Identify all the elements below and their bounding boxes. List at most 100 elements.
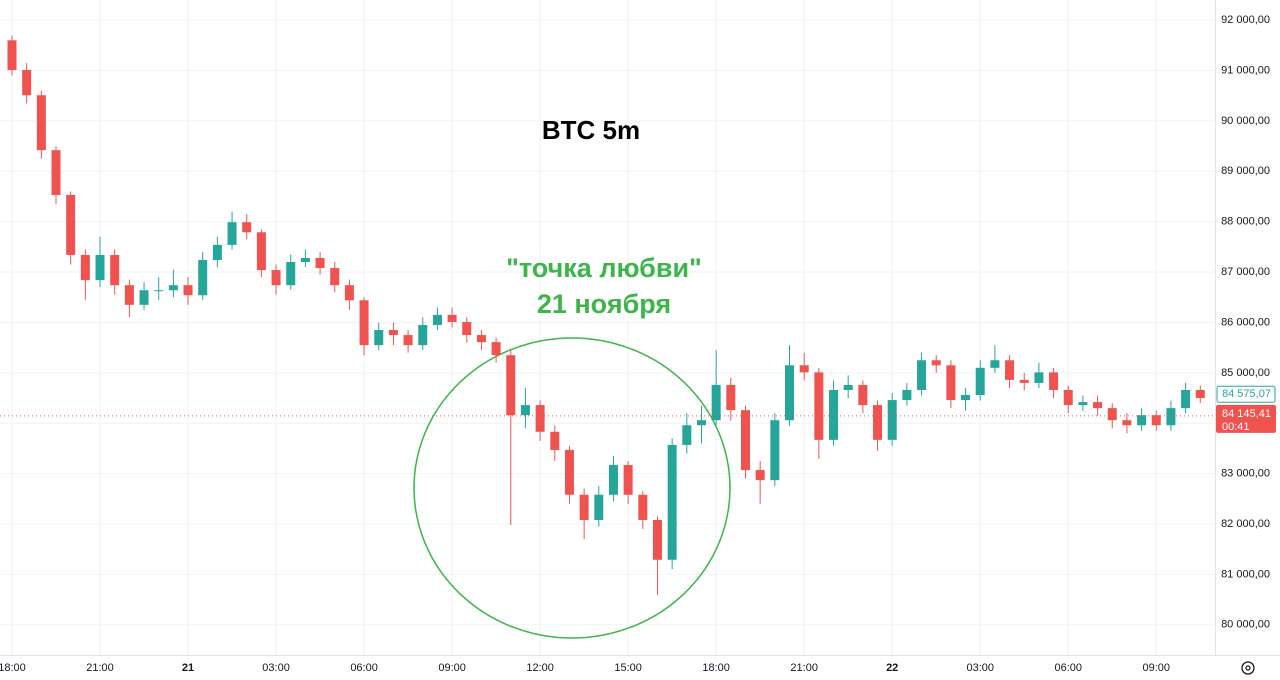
candle-body [770,420,780,481]
x-tick-label: 22 [886,662,898,674]
candle-body [843,384,853,390]
candle-body [1122,420,1132,426]
candle-body [711,384,721,421]
x-tick-label: 21:00 [86,662,114,674]
candle-body [1019,379,1029,383]
candle-body [667,444,677,560]
y-tick-label: 92 000,00 [1221,14,1270,26]
settings-gear[interactable] [1241,661,1255,675]
y-tick-label: 87 000,00 [1221,266,1270,278]
candle-body [271,270,281,286]
candle-body [682,425,692,445]
candle-body [931,360,941,366]
x-tick-label: 06:00 [1054,662,1082,674]
countdown-label: 00:41 [1222,421,1250,433]
candle-body [579,494,589,520]
candle-body [1107,408,1117,421]
candle-body [1195,389,1205,399]
candle-body [198,259,208,296]
candle-body [814,372,824,440]
settings-icon[interactable] [1241,661,1255,675]
y-tick-label: 89 000,00 [1221,165,1270,177]
candle-body [755,470,765,481]
candle-body [799,365,809,373]
candle-body [227,222,237,245]
candle-body [447,314,457,322]
x-tick-label: 09:00 [1142,662,1170,674]
x-tick-label: 03:00 [966,662,994,674]
candle-body [506,355,516,416]
candle-body [1093,402,1103,409]
highlight-circle [413,337,731,639]
candle-body [403,335,413,346]
candle-body [726,384,736,411]
candle-body [388,330,398,336]
candle-body [51,150,61,195]
x-tick-label: 21:00 [790,662,818,674]
x-tick-label: 03:00 [262,662,290,674]
candle-body [608,465,618,495]
marker-box [1216,385,1276,403]
annotation-text: "точка любви" [506,253,702,283]
candle-body [623,465,633,495]
candle-body [917,360,927,390]
x-tick-label: 21 [182,662,194,674]
candle-body [887,400,897,440]
candle-body [1005,360,1015,380]
candle-body [110,254,120,286]
candle-body [124,285,134,305]
y-tick-label: 83 000,00 [1221,468,1270,480]
candle-body [80,254,90,281]
y-tick-label: 85 000,00 [1221,367,1270,379]
y-tick-label: 80 000,00 [1221,619,1270,631]
x-tick-label: 15:00 [614,662,642,674]
x-tick-label: 12:00 [526,662,554,674]
candle-body [374,330,384,346]
candle-body [95,254,105,281]
candle-body [491,342,501,356]
candle-body [154,290,164,292]
candle-body [1034,372,1044,383]
candle-body [168,285,178,291]
candle-body [300,257,310,262]
y-tick-label: 91 000,00 [1221,64,1270,76]
candle-body [946,365,956,401]
candle-body [330,268,340,286]
candle-body [1137,415,1147,426]
settings-gear-hub[interactable] [1245,665,1251,671]
marker-label: 84 575,07 [1222,388,1271,400]
candle-body [594,494,604,520]
candle-body [1166,408,1176,426]
candle-body [7,40,17,71]
candle-body [785,365,795,421]
candle-body [256,232,266,271]
candle-body [829,389,839,440]
candle-body [652,519,662,560]
chart-title: BTC 5m [542,115,640,145]
candle-body [1049,372,1059,390]
candle-body [1063,389,1073,406]
candle-body [476,335,486,343]
candle-body [1181,389,1191,409]
y-tick-label: 86 000,00 [1221,316,1270,328]
candle-body [183,285,193,296]
candle-body [873,405,883,440]
candle-body [344,285,354,301]
candle-body [990,360,1000,368]
y-tick-label: 88 000,00 [1221,216,1270,228]
candle-body [638,494,648,520]
candle-body [432,314,442,325]
candle-body [858,384,868,406]
x-tick-label: 06:00 [350,662,378,674]
candle-body [520,405,530,416]
last-price-box [1216,404,1276,433]
candle-body [418,324,428,346]
x-tick-label: 09:00 [438,662,466,674]
y-tick-label: 90 000,00 [1221,115,1270,127]
candle-body [462,321,472,336]
candle-body [315,257,325,269]
candle-body [535,405,545,432]
candle-body [242,222,252,233]
